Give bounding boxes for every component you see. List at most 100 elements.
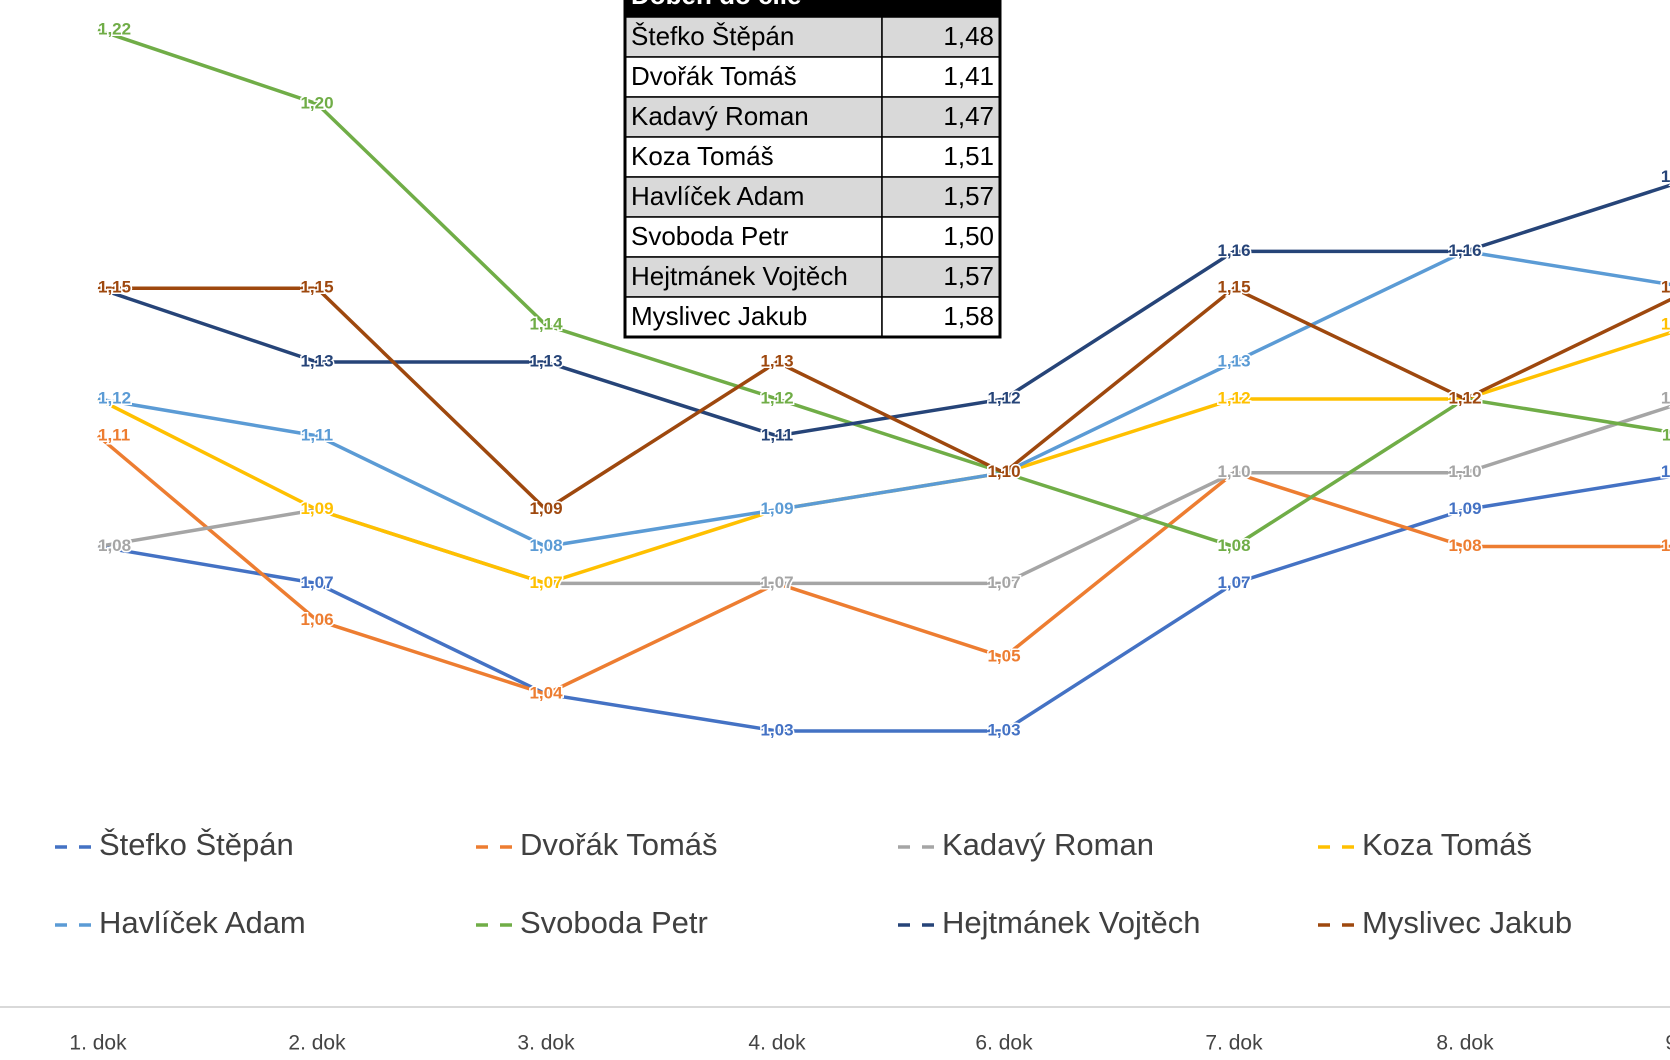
data-label: 1,13 xyxy=(760,352,793,371)
table-header xyxy=(625,0,1000,17)
legend-label: Svoboda Petr xyxy=(520,905,708,940)
data-label: 1,03 xyxy=(987,720,1020,739)
x-tick-label: 8. dok xyxy=(1436,1032,1494,1055)
data-label: 1,05 xyxy=(987,647,1020,666)
data-label: 1,12 xyxy=(1448,388,1481,407)
x-tick-label: 6. dok xyxy=(975,1032,1033,1055)
data-label: 1,08 xyxy=(1217,536,1250,555)
table-name: Kadavý Roman xyxy=(631,101,809,131)
data-label: 1,10 xyxy=(1661,462,1670,481)
table-name: Hejtmánek Vojtěch xyxy=(631,261,848,291)
data-label: 1,09 xyxy=(760,499,793,518)
x-tick-label: 3. dok xyxy=(517,1032,575,1055)
data-label: 1,07 xyxy=(300,573,333,592)
series-line xyxy=(97,331,1670,586)
table-value: 1,58 xyxy=(943,301,994,331)
data-label: 1,11 xyxy=(761,425,793,444)
table-cell xyxy=(881,296,1001,338)
data-label: 1,12 xyxy=(1217,388,1250,407)
data-label: 1,09 xyxy=(300,499,333,518)
data-label: 1,08 xyxy=(98,536,131,555)
data-label: 1,12 xyxy=(98,388,131,407)
table-value: 1,50 xyxy=(943,221,994,251)
data-label: 1,20 xyxy=(300,93,333,112)
table-cell xyxy=(624,56,883,98)
legend-label: Dvořák Tomáš xyxy=(520,827,718,862)
table-cell xyxy=(624,176,883,218)
data-label: 1,16 xyxy=(1448,241,1481,260)
data-label: 1,09 xyxy=(300,499,333,518)
data-label: 1,10 xyxy=(1217,462,1250,481)
data-label: 1,22 xyxy=(98,19,131,38)
legend-label: Štefko Štěpán xyxy=(99,827,294,862)
data-label: 1,12 xyxy=(987,388,1020,407)
data-label: 1,15 xyxy=(300,278,333,297)
table-border xyxy=(623,0,1002,339)
table-name: Koza Tomáš xyxy=(631,141,774,171)
table-cell xyxy=(881,16,1001,58)
data-label: 1,13 xyxy=(529,352,562,371)
data-label: 1,12 xyxy=(98,388,131,407)
data-label: 1,15 xyxy=(98,278,131,297)
data-label: 1,09 xyxy=(1448,499,1481,518)
data-label: 1,08 xyxy=(1661,536,1670,555)
legend-label: Havlíček Adam xyxy=(99,905,306,940)
data-label: 1,10 xyxy=(987,462,1020,481)
data-label: 1,10 xyxy=(987,462,1020,481)
data-label: 1,15 xyxy=(1661,278,1670,297)
series-line xyxy=(97,249,1670,549)
data-label: 1,07 xyxy=(1217,573,1250,592)
data-label: 1,10 xyxy=(987,462,1020,481)
x-tick-label: 2. dok xyxy=(288,1032,346,1055)
table-value: 1,57 xyxy=(943,181,994,211)
table-value: 1,47 xyxy=(943,101,994,131)
data-label: 1,14 xyxy=(529,315,563,334)
data-label: 1,15 xyxy=(1661,278,1670,297)
table-cell xyxy=(624,136,883,178)
data-label: 1,16 xyxy=(1448,241,1481,260)
data-label: 1,10 xyxy=(1217,462,1250,481)
x-tick-label: 7. dok xyxy=(1205,1032,1263,1055)
data-label: 1,16 xyxy=(1217,241,1250,260)
table-name: Myslivec Jakub xyxy=(631,301,807,331)
table-title: Doběh do cíle xyxy=(631,0,801,10)
data-label: 1,07 xyxy=(529,573,562,592)
table-cell xyxy=(624,16,883,58)
series-line xyxy=(97,474,1670,733)
legend-label: Kadavý Roman xyxy=(942,827,1154,862)
data-label: 1,12 xyxy=(1448,388,1481,407)
legend-label: Myslivec Jakub xyxy=(1362,905,1572,940)
data-label: 1,12 xyxy=(1448,388,1481,407)
table-name: Dvořák Tomáš xyxy=(631,61,797,91)
data-label: 1,09 xyxy=(529,499,562,518)
data-label: 1,15 xyxy=(98,278,131,297)
data-label: 1,10 xyxy=(1448,462,1481,481)
data-label: 1,08 xyxy=(98,536,131,555)
table-cell xyxy=(624,296,883,338)
data-label: 1,14 xyxy=(1661,315,1670,334)
table-name: Svoboda Petr xyxy=(631,221,789,251)
table-cell xyxy=(881,56,1001,98)
table-value: 1,51 xyxy=(943,141,994,171)
table-cell xyxy=(624,216,883,258)
x-tick-label: 4. dok xyxy=(748,1032,806,1055)
data-label: 1,06 xyxy=(300,610,333,629)
data-label: 1,07 xyxy=(987,573,1020,592)
data-label: 1,12 xyxy=(760,388,793,407)
data-label: 1,15 xyxy=(1217,278,1250,297)
data-label: 1,07 xyxy=(760,573,793,592)
legend-label: Koza Tomáš xyxy=(1362,827,1532,862)
x-tick-label: 9. dok xyxy=(1665,1032,1670,1055)
data-label: 1,10 xyxy=(987,462,1020,481)
data-label: 1,12 xyxy=(1661,388,1670,407)
data-label: 1,11 xyxy=(98,425,130,444)
table-cell xyxy=(881,136,1001,178)
table-value: 1,41 xyxy=(943,61,994,91)
data-label: 1,08 xyxy=(1448,536,1481,555)
series-line xyxy=(96,434,1670,696)
data-label: 1,04 xyxy=(529,684,563,703)
data-label: 1,13 xyxy=(300,352,333,371)
data-label: 1,18 xyxy=(1661,167,1670,186)
legend-label: Hejtmánek Vojtěch xyxy=(942,905,1200,940)
